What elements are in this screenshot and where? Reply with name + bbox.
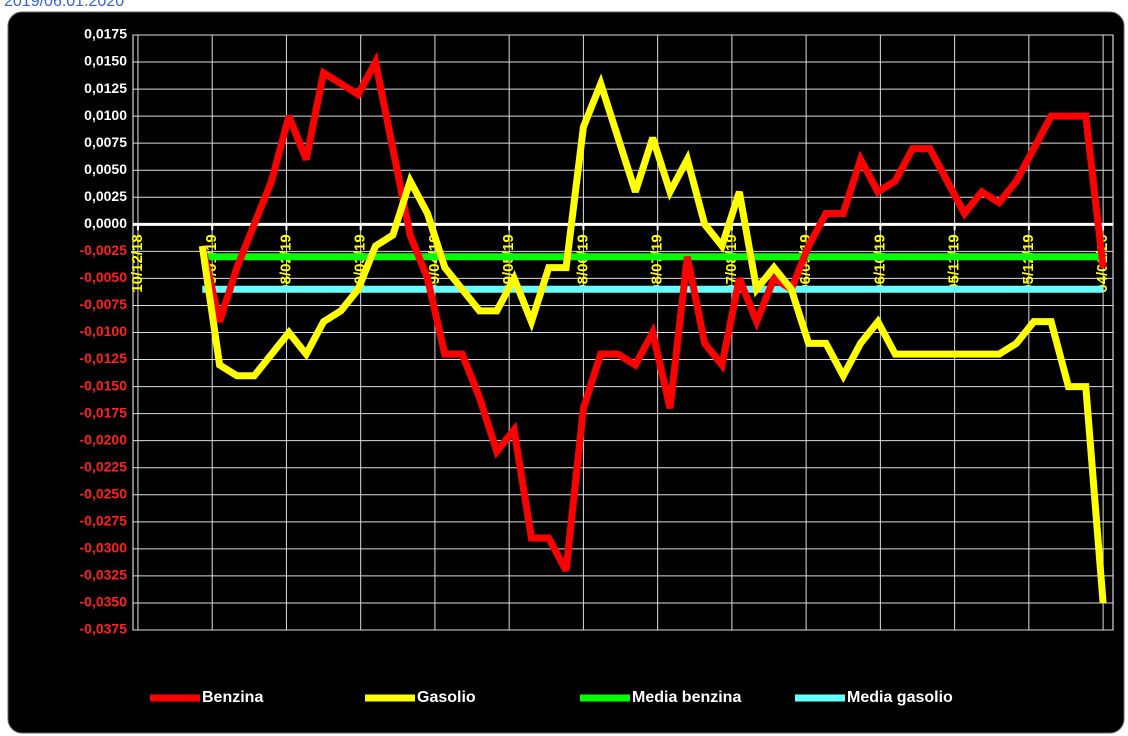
y-tick-label: -0,0125 (80, 350, 128, 366)
y-tick-label: -0,0200 (80, 431, 128, 447)
x-tick-label: 05/12/19 (1020, 234, 1037, 292)
y-tick-label: 0,0125 (84, 80, 127, 96)
series-line (198, 73, 1107, 604)
y-tick-label: -0,0225 (80, 458, 128, 474)
x-tick-label: 07/08/19 (723, 234, 740, 292)
y-tick-label: -0,0325 (80, 567, 128, 583)
y-tick-label: -0,0375 (80, 621, 128, 637)
x-tick-label: 05/11/19 (946, 234, 963, 292)
y-tick-label: -0,0250 (80, 485, 128, 501)
y-tick-label: -0,0175 (80, 404, 128, 420)
y-tick-label: -0,0300 (80, 540, 128, 556)
y-tick-label: -0,0350 (80, 594, 128, 610)
y-tick-label: 0,0050 (84, 161, 127, 177)
y-tick-label: -0,0075 (80, 296, 128, 312)
x-tick-label: 10/12/18 (129, 234, 146, 292)
legend-label: Benzina (202, 689, 263, 706)
chart-title: 2019/06.01.2020 (4, 0, 124, 10)
x-tick-label: 08/02/19 (277, 234, 294, 292)
x-tick-label: 08/06/19 (574, 234, 591, 292)
y-tick-label: 0,0100 (84, 107, 127, 123)
y-tick-label: 0,0025 (84, 188, 127, 204)
y-tick-label: -0,0050 (80, 269, 128, 285)
legend-label: Media benzina (632, 689, 741, 706)
y-tick-label: -0,0100 (80, 323, 128, 339)
legend-label: Media gasolio (847, 689, 953, 706)
y-tick-label: -0,0150 (80, 377, 128, 393)
series-line (198, 51, 1107, 573)
y-tick-label: -0,0275 (80, 513, 128, 529)
y-tick-label: 0,0175 (84, 26, 127, 42)
x-tick-label: 08/07/19 (649, 234, 666, 292)
y-tick-label: 0,0150 (84, 53, 127, 69)
y-tick-label: 0,0000 (84, 215, 127, 231)
legend-label: Gasolio (417, 689, 476, 706)
y-tick-label: -0,0025 (80, 242, 128, 258)
y-tick-label: 0,0075 (84, 134, 127, 150)
x-tick-label: 06/10/19 (871, 234, 888, 292)
